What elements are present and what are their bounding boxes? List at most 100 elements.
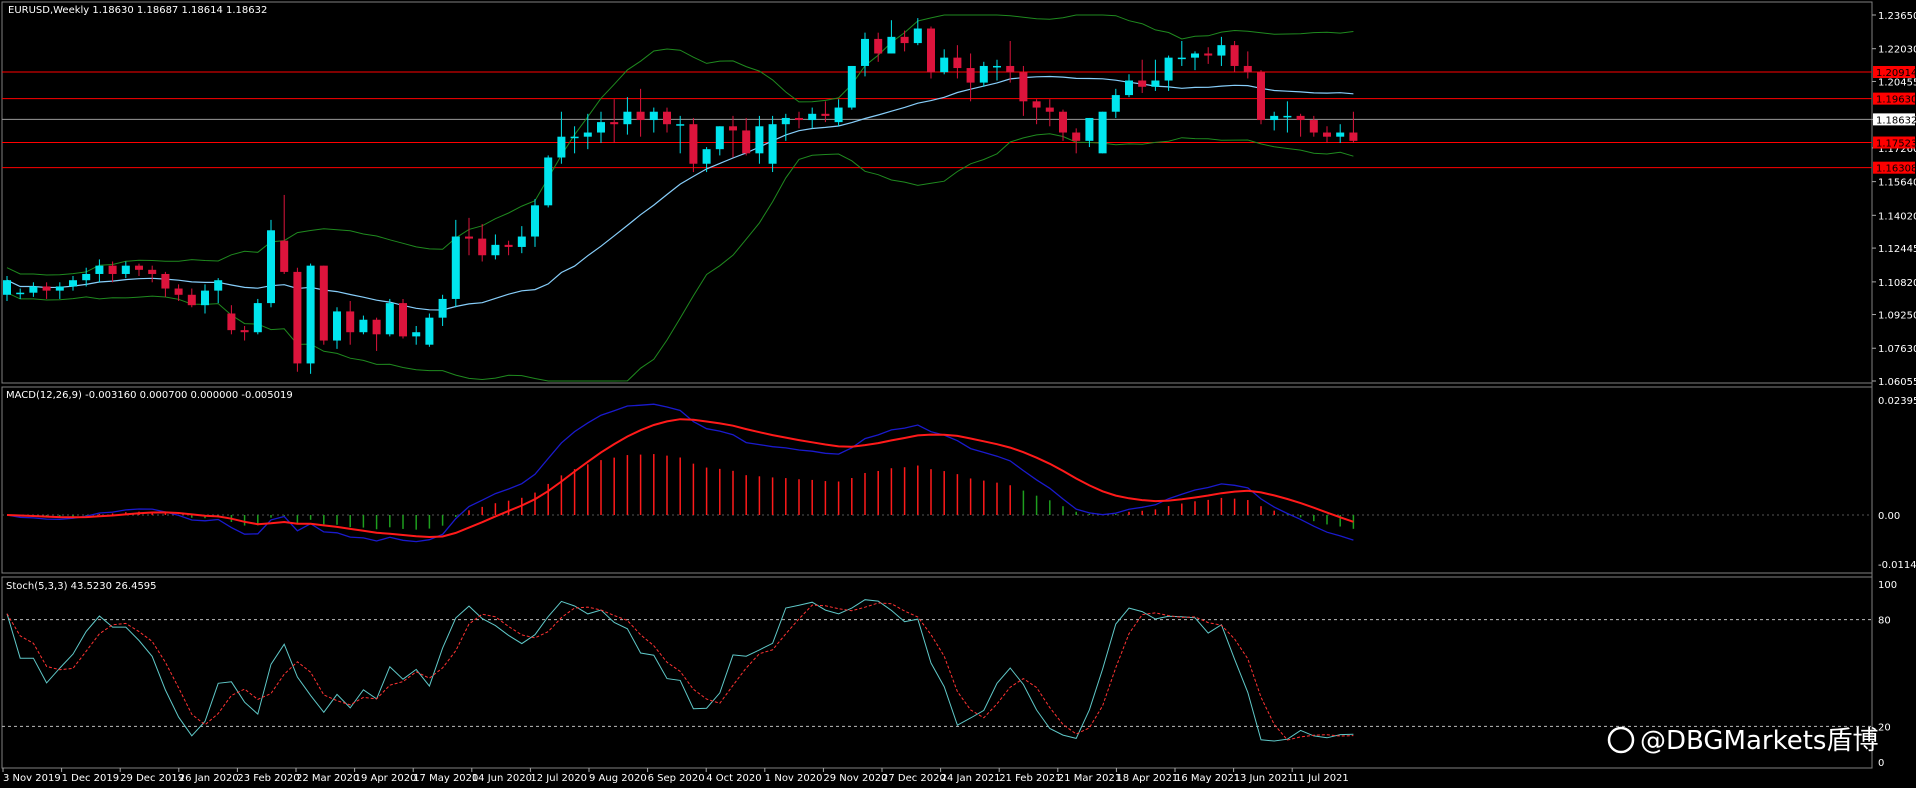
candle-body	[768, 124, 777, 164]
candle-body	[623, 111, 632, 125]
candle-body	[161, 273, 170, 289]
candle-body	[993, 65, 1001, 68]
candle-body	[280, 240, 289, 272]
candle-body	[1243, 65, 1252, 73]
stoch-signal-line	[6, 602, 1354, 741]
date-label: 13 Jun 2021	[1234, 773, 1294, 784]
date-label: 21 Feb 2021	[999, 773, 1061, 784]
price-tick-label: 1.12445	[1878, 244, 1916, 255]
date-label: 23 Feb 2020	[237, 773, 299, 784]
main-panel	[1, 1, 1873, 384]
candle-body	[95, 265, 104, 274]
candle-body	[412, 332, 421, 337]
candle-body	[267, 230, 275, 304]
candle-body	[16, 292, 25, 295]
candle-body	[570, 136, 579, 139]
level-label-bg	[1873, 92, 1915, 105]
date-label: 19 Apr 2020	[355, 773, 417, 784]
date-label: 11 Jul 2021	[1292, 773, 1349, 784]
candle-body	[346, 311, 355, 333]
candle-body	[1111, 95, 1120, 112]
candle-body	[465, 236, 473, 239]
candle-body	[293, 271, 302, 364]
level-label: 1.19630	[1876, 95, 1916, 106]
candle-body	[583, 132, 592, 137]
candle-body	[1283, 115, 1292, 118]
candle-body	[1059, 111, 1067, 133]
candle-body	[610, 122, 619, 125]
candle-body	[1164, 57, 1173, 81]
candle-body	[1323, 132, 1331, 137]
candle-body	[214, 280, 223, 291]
date-label: 9 Aug 2020	[589, 773, 647, 784]
candle-body	[1098, 111, 1107, 154]
stoch-header: Stoch(5,3,3) 43.5230 26.4595	[6, 581, 157, 592]
stoch-tick-label: 80	[1878, 616, 1891, 627]
main-header: EURUSD,Weekly 1.18630 1.18687 1.18614 1.…	[8, 5, 267, 16]
current-price-label-bg	[1873, 113, 1915, 126]
candle-body	[306, 265, 315, 364]
stoch-tick-label: 20	[1878, 722, 1891, 733]
candle-body	[1309, 120, 1318, 133]
level-label: 1.16308	[1876, 164, 1916, 175]
moving-average-line	[6, 75, 1354, 311]
current-price-label: 1.18632	[1876, 115, 1916, 126]
candle-body	[821, 113, 830, 116]
candle-body	[1045, 107, 1054, 112]
candle-body	[781, 117, 790, 125]
candle-body	[372, 319, 381, 335]
candle-body	[517, 236, 526, 247]
candles	[3, 18, 1358, 374]
candle-body	[847, 65, 856, 108]
candle-body	[557, 136, 566, 158]
candle-body	[966, 68, 975, 83]
level-label-bg	[1873, 136, 1915, 149]
candle-body	[425, 317, 434, 345]
candle-body	[676, 124, 685, 126]
candle-body	[1204, 53, 1213, 56]
date-label: 21 Mar 2021	[1058, 773, 1121, 784]
candle-body	[702, 149, 711, 164]
candle-body	[689, 124, 698, 164]
candle-body	[1072, 132, 1081, 141]
date-label: 12 Jul 2020	[530, 773, 587, 784]
candle-body	[1257, 72, 1265, 121]
date-label: 27 Dec 2020	[882, 773, 946, 784]
date-label: 26 Jan 2020	[179, 773, 239, 784]
date-label: 4 Oct 2020	[706, 773, 761, 784]
date-label: 14 Jun 2020	[472, 773, 532, 784]
candle-body	[1032, 101, 1041, 108]
date-label: 24 Jan 2021	[941, 773, 1001, 784]
macd-panel	[1, 386, 1873, 574]
candle-body	[148, 269, 157, 274]
macd-indicator	[2, 403, 1872, 543]
date-label: 1 Nov 2020	[765, 773, 823, 784]
candle-body	[1296, 115, 1305, 121]
candle-body	[1085, 117, 1094, 141]
candle-body	[227, 313, 236, 331]
candle-body	[3, 280, 11, 295]
candle-body	[1138, 80, 1147, 87]
candle-body	[636, 111, 645, 121]
date-label: 6 Sep 2020	[648, 773, 705, 784]
candle-body	[887, 36, 896, 54]
watermark-text: @DBGMarkets盾博	[1640, 726, 1878, 756]
candle-body	[1019, 72, 1028, 102]
price-tick-label: 1.10820	[1878, 278, 1916, 289]
stoch-main-line	[6, 599, 1354, 742]
date-label: 16 May 2021	[1175, 773, 1240, 784]
candle-body	[121, 265, 130, 274]
stochastic-indicator	[2, 599, 1872, 742]
candle-body	[795, 117, 803, 121]
stoch-tick-label: 0	[1878, 758, 1884, 769]
candle-body	[1270, 115, 1279, 121]
candle-body	[187, 294, 196, 306]
candle-body	[1006, 65, 1015, 73]
candle-body	[478, 238, 487, 256]
price-tick-label: 1.20455	[1878, 77, 1916, 88]
candle-body	[874, 38, 883, 54]
candle-body	[108, 265, 117, 274]
date-label: 1 Dec 2019	[62, 773, 120, 784]
